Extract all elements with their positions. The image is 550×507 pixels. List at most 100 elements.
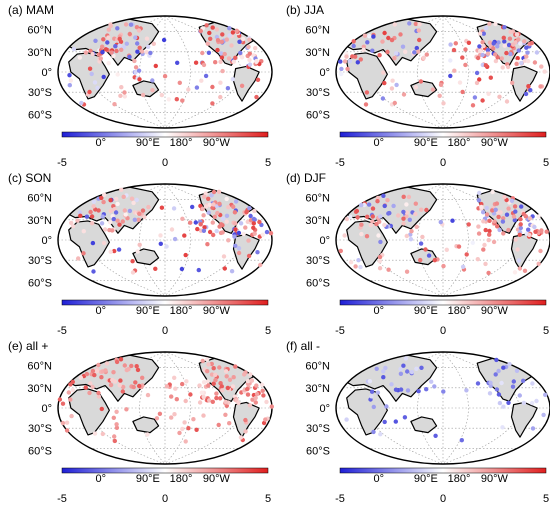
station-marker (191, 417, 196, 422)
station-marker (499, 56, 504, 61)
station-marker (470, 103, 476, 108)
station-marker (200, 206, 205, 212)
station-marker (502, 39, 507, 44)
station-marker (517, 266, 523, 271)
station-marker (453, 41, 458, 46)
station-marker (389, 37, 395, 43)
lat-label: 60°N (27, 192, 52, 204)
station-marker (466, 40, 472, 45)
station-marker (409, 369, 415, 375)
station-marker (253, 45, 258, 51)
station-marker (210, 25, 215, 30)
station-marker (233, 227, 238, 232)
station-marker (78, 213, 83, 218)
station-marker (154, 416, 160, 421)
station-marker (366, 202, 372, 207)
station-marker (88, 381, 93, 386)
station-marker (400, 44, 406, 49)
station-marker (231, 204, 236, 209)
station-marker (353, 264, 358, 269)
meridian-line (164, 184, 191, 296)
station-marker (117, 222, 122, 227)
station-marker (457, 80, 463, 85)
station-marker (226, 204, 231, 210)
meridian-line (417, 16, 444, 128)
station-marker (232, 210, 238, 215)
station-marker (419, 207, 424, 212)
station-marker (494, 357, 499, 363)
station-marker (114, 48, 119, 54)
station-marker (417, 37, 422, 43)
station-marker (496, 368, 501, 374)
station-marker (502, 25, 507, 30)
station-marker (117, 383, 122, 388)
panel-title: (a) MAM (8, 3, 54, 17)
station-marker (157, 411, 163, 416)
station-marker (528, 88, 533, 93)
station-marker (524, 54, 529, 59)
station-marker (376, 233, 381, 238)
lon-label: 180° (448, 137, 471, 149)
station-marker (111, 216, 117, 222)
station-marker (542, 69, 547, 74)
station-marker (482, 242, 487, 248)
station-marker (498, 210, 503, 215)
station-marker (527, 232, 532, 238)
station-marker (261, 420, 267, 426)
station-marker (225, 385, 230, 391)
station-marker (137, 383, 142, 389)
station-marker (206, 50, 212, 55)
station-marker (530, 381, 535, 386)
station-marker (255, 250, 260, 255)
station-marker (499, 380, 504, 386)
station-marker (254, 58, 259, 64)
station-marker (392, 22, 397, 27)
station-marker (371, 429, 376, 435)
station-marker (526, 227, 531, 232)
station-marker (96, 394, 102, 399)
station-marker (113, 210, 119, 215)
station-marker (401, 194, 406, 199)
station-marker (107, 220, 113, 225)
station-marker (211, 189, 217, 195)
station-marker (495, 44, 500, 49)
station-marker (252, 231, 257, 236)
station-marker (222, 266, 227, 271)
meridian-line (164, 16, 191, 128)
station-marker (114, 196, 119, 202)
station-marker (88, 48, 93, 54)
station-marker (476, 224, 481, 229)
station-marker (201, 62, 207, 68)
lon-label: 0° (374, 305, 385, 317)
station-marker (90, 368, 96, 374)
station-marker (124, 41, 129, 46)
land-greenland (250, 186, 269, 200)
station-marker (413, 201, 418, 206)
station-marker (264, 229, 270, 235)
station-marker (255, 77, 261, 83)
station-marker (172, 412, 177, 417)
station-marker (115, 72, 120, 77)
station-marker (444, 247, 449, 252)
station-marker (493, 207, 498, 212)
station-marker (412, 50, 417, 55)
station-marker (502, 194, 507, 200)
station-marker (183, 439, 188, 444)
colorbar-tick-label: 5 (543, 493, 549, 505)
station-marker (398, 366, 403, 372)
station-marker (214, 391, 219, 396)
lat-label: 60°S (28, 446, 52, 458)
station-marker (237, 39, 242, 44)
station-marker (67, 83, 73, 88)
station-markers (57, 357, 274, 444)
station-marker (423, 247, 428, 252)
lat-label: 60°S (306, 110, 330, 122)
station-marker (370, 219, 375, 224)
lon-label: 90°W (203, 305, 231, 317)
station-marker (133, 35, 138, 40)
station-marker (492, 219, 497, 224)
station-markers (338, 189, 549, 276)
station-marker (207, 229, 213, 235)
station-marker (475, 55, 481, 61)
station-marker (220, 68, 225, 74)
